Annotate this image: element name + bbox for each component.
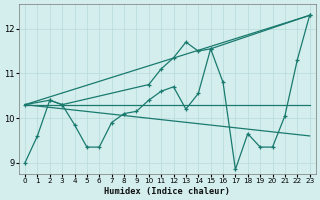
X-axis label: Humidex (Indice chaleur): Humidex (Indice chaleur) xyxy=(104,187,230,196)
